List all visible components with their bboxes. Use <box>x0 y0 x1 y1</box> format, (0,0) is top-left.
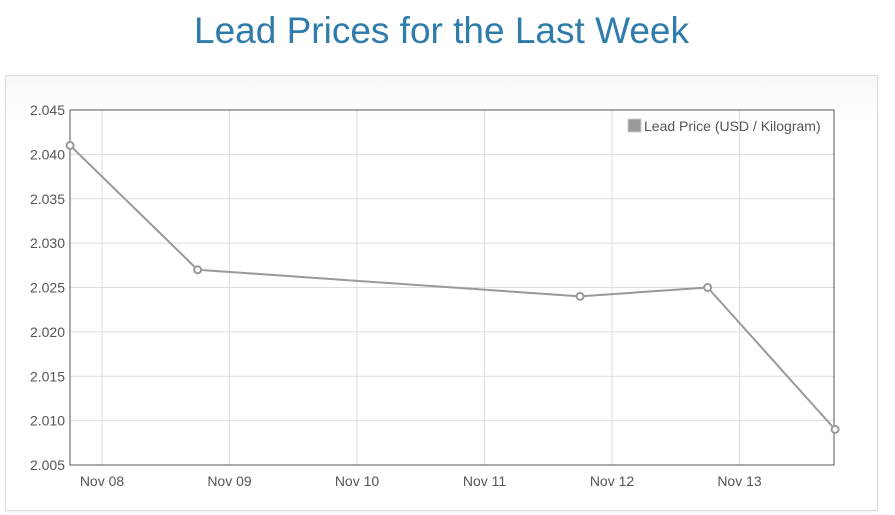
x-tick-label: Nov 08 <box>80 473 125 489</box>
y-tick-label: 2.030 <box>30 235 65 251</box>
y-tick-label: 2.035 <box>30 191 65 207</box>
plot-border <box>69 109 835 466</box>
page-title: Lead Prices for the Last Week <box>194 10 689 51</box>
legend-swatch <box>627 118 642 133</box>
y-tick-label: 2.010 <box>30 413 65 429</box>
data-point <box>830 425 840 434</box>
y-tick-label: 2.045 <box>30 102 65 118</box>
legend-label: Lead Price (USD / Kilogram) <box>644 118 821 134</box>
y-tick-label: 2.020 <box>30 324 65 340</box>
series <box>65 141 840 434</box>
chart-panel <box>5 75 878 511</box>
y-tick-label: 2.015 <box>30 368 65 384</box>
x-tick-label: Nov 10 <box>335 473 380 489</box>
x-tick-label: Nov 11 <box>463 473 507 489</box>
legend[interactable]: Lead Price (USD / Kilogram) <box>627 118 821 134</box>
data-point <box>65 141 75 150</box>
y-tick-label: 2.025 <box>30 280 65 296</box>
y-axis-ticks: 2.045 2.040 2.035 2.030 2.025 2.020 2.015 2.010… <box>30 102 65 473</box>
data-point <box>193 265 203 275</box>
y-tick-label: 2.040 <box>30 146 65 162</box>
x-axis-ticks: Nov 08 Nov 09 Nov 10 Nov 11 Nov 12 Nov 13 <box>80 473 762 489</box>
data-point <box>575 291 585 301</box>
x-tick-label: Nov 09 <box>207 473 252 489</box>
x-tick-label: Nov 12 <box>590 473 635 489</box>
y-tick-label: 2.005 <box>30 457 65 473</box>
data-point <box>703 283 713 292</box>
x-tick-label: Nov 13 <box>717 473 762 489</box>
